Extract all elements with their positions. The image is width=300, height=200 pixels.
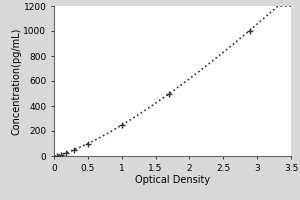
X-axis label: Optical Density: Optical Density xyxy=(135,175,210,185)
Y-axis label: Concentration(pg/mL): Concentration(pg/mL) xyxy=(12,27,22,135)
